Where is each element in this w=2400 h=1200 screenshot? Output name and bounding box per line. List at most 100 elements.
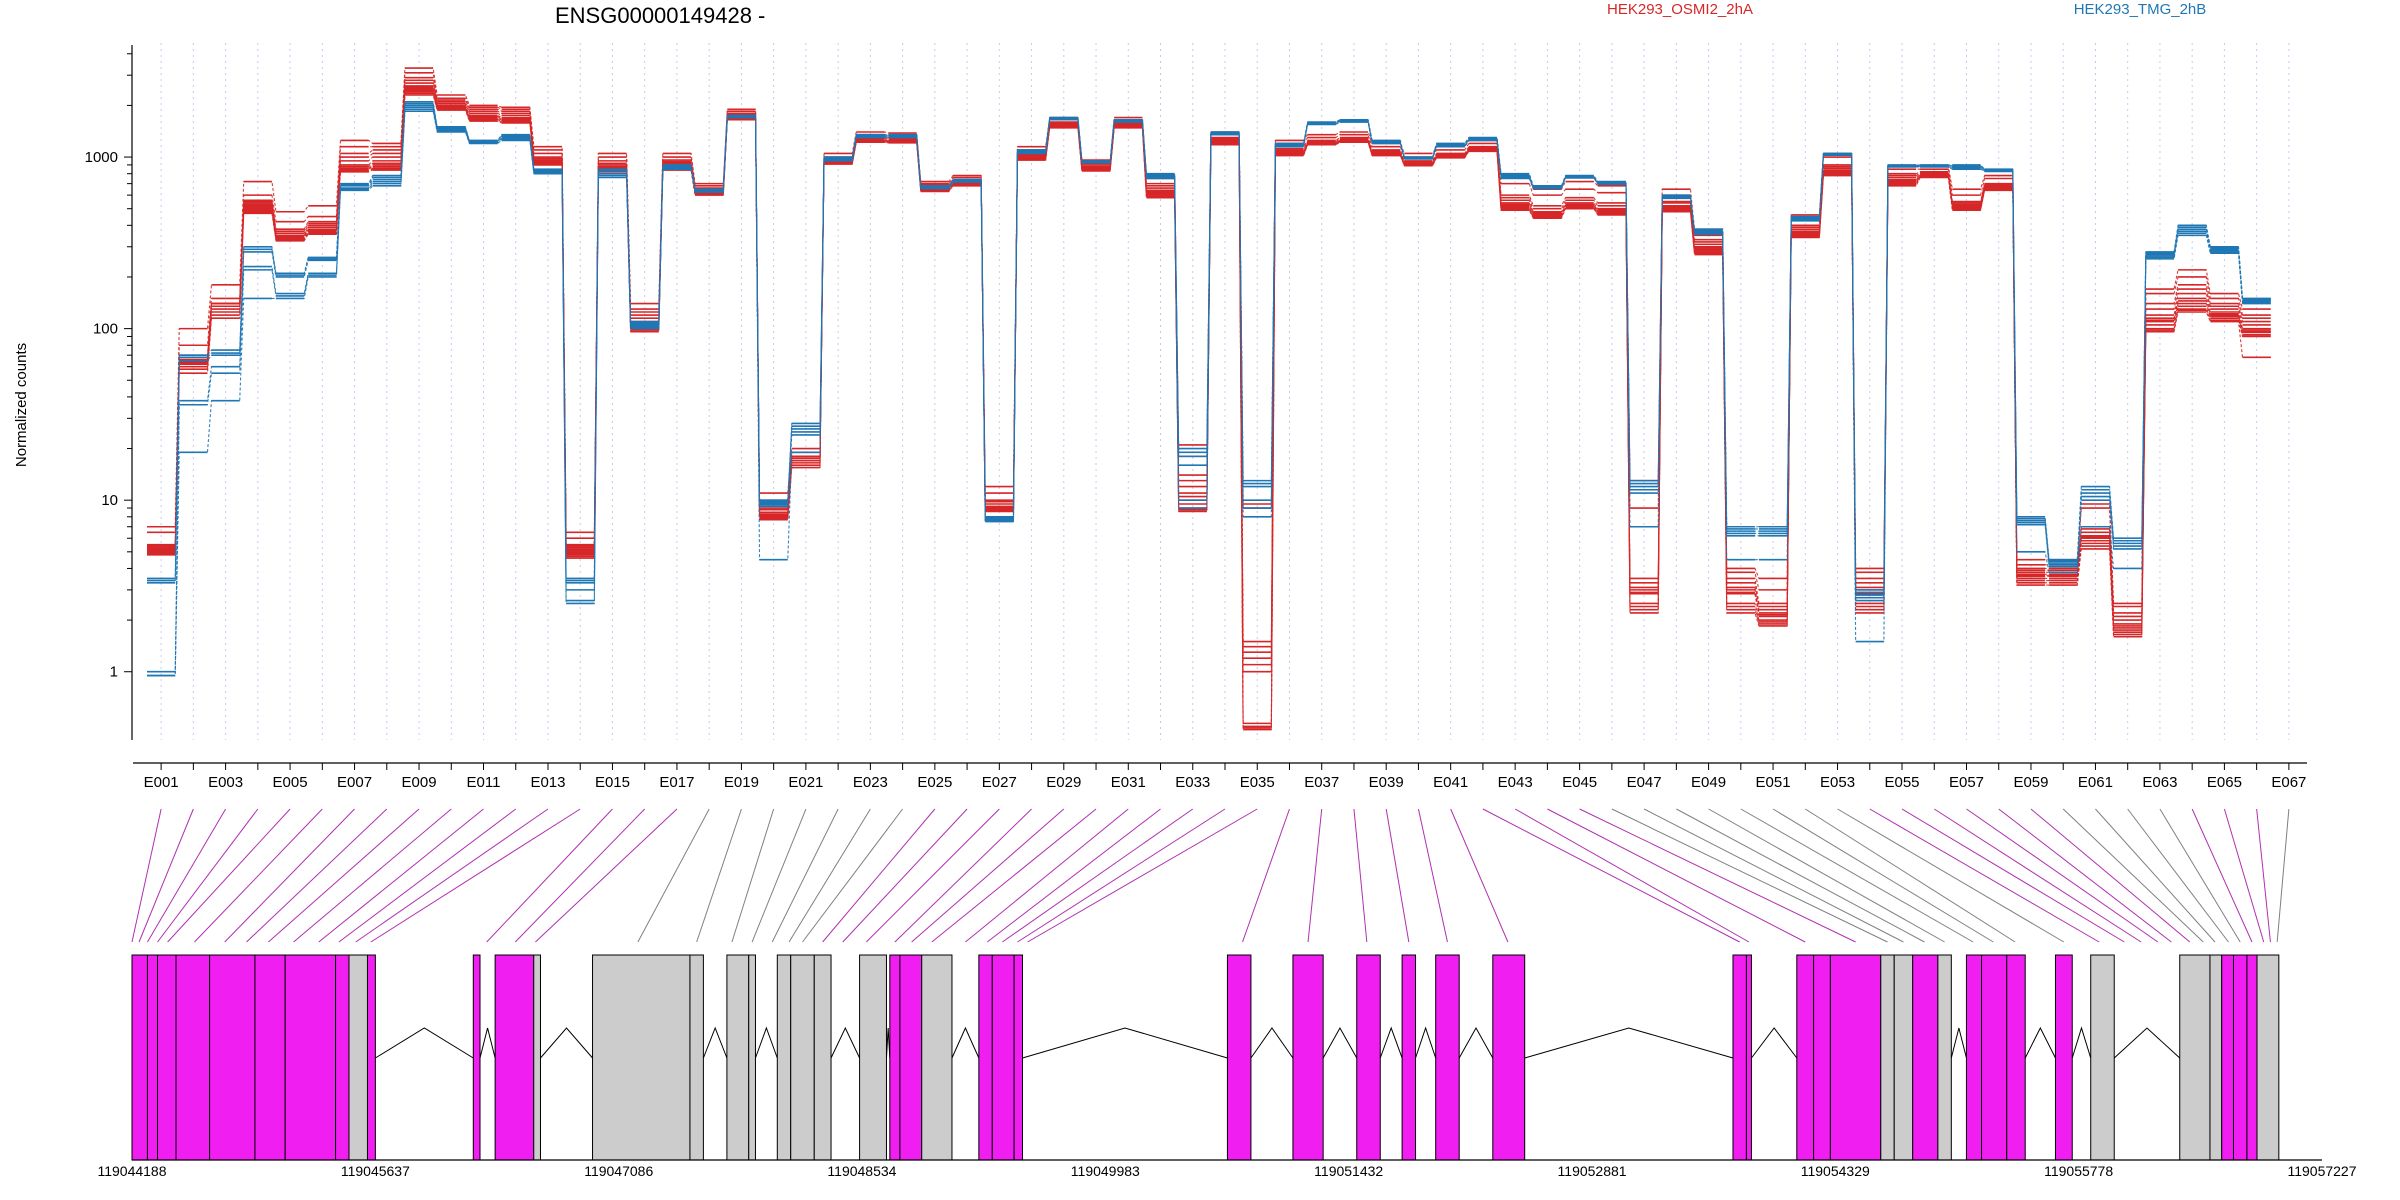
exon-connector — [802, 808, 904, 943]
exon-block — [146, 954, 159, 1161]
exon-block — [813, 954, 832, 1161]
exon-block — [1796, 954, 1815, 1161]
exon-gridlines — [160, 43, 2290, 740]
series-osmi-7 — [147, 87, 2271, 673]
exon-connector — [1547, 808, 1806, 943]
exon-block — [2090, 954, 2115, 1161]
exon-block — [1492, 954, 1526, 1161]
exon-connector — [1643, 808, 1904, 943]
exon-block — [2179, 954, 2211, 1161]
coord-label: 119045637 — [341, 1163, 410, 1179]
exon-block — [2054, 954, 2073, 1161]
intron-line — [1751, 1027, 1798, 1059]
series-line — [147, 86, 2271, 666]
coord-label: 119051432 — [1314, 1163, 1383, 1179]
exon-connector — [194, 808, 323, 943]
exon-connector — [1869, 808, 2100, 943]
series-osmi-6 — [147, 86, 2271, 666]
exon-block — [978, 954, 993, 1161]
legend-entry: HEK293_OSMI2_2hA — [1607, 1, 1753, 18]
x-tick-label: E015 — [595, 774, 630, 791]
exon-connector — [751, 808, 807, 943]
intron-line — [1022, 1027, 1228, 1059]
intron-line — [951, 1026, 980, 1059]
exon-connector — [2276, 808, 2290, 943]
exon-connector — [1579, 808, 1856, 943]
intron-line — [1250, 1027, 1294, 1059]
exon-connector — [911, 808, 1065, 943]
exon-connector — [1353, 808, 1368, 943]
series-line — [147, 106, 2271, 673]
x-tick-label: E059 — [2013, 774, 2048, 791]
exon-connector — [370, 808, 581, 943]
exon-block — [592, 954, 691, 1161]
exon-block — [889, 954, 901, 1161]
exon-block — [1813, 954, 1831, 1161]
exon-connector — [986, 808, 1161, 943]
exon-block — [2232, 954, 2248, 1161]
exon-connector — [1966, 808, 2159, 943]
exon-connector — [731, 808, 775, 943]
x-tick-label: E055 — [1884, 774, 1919, 791]
exon-block — [2256, 954, 2280, 1161]
exon-block — [284, 954, 337, 1161]
x-tick-label: E009 — [402, 774, 437, 791]
series-line — [147, 94, 2271, 731]
exon-block — [1226, 954, 1252, 1161]
coord-label: 119057227 — [2287, 1163, 2356, 1179]
exon-block — [1732, 954, 1747, 1161]
exon-connector — [338, 808, 517, 943]
exon-connector — [842, 808, 968, 943]
exon-connector — [865, 808, 1000, 943]
x-tick-label: E039 — [1369, 774, 1404, 791]
x-tick-label: E045 — [1562, 774, 1597, 791]
exon-connector-lines — [131, 808, 2290, 943]
exon-connector — [1837, 808, 2065, 943]
exon-connector — [894, 808, 1032, 943]
exon-connector — [1676, 808, 1925, 943]
coord-label: 119047086 — [584, 1163, 653, 1179]
x-tick-label: E021 — [788, 774, 823, 791]
intron-line — [540, 1027, 593, 1059]
exon-block — [921, 954, 953, 1161]
exon-block — [991, 954, 1015, 1161]
coord-label: 119048534 — [827, 1163, 896, 1179]
exon-block — [1013, 954, 1024, 1161]
x-tick-label: E019 — [724, 774, 759, 791]
x-tick-label: E067 — [2271, 774, 2306, 791]
coord-label: 119044188 — [97, 1163, 166, 1179]
exon-connector — [1450, 808, 1509, 943]
exon-block — [790, 954, 815, 1161]
exon-connector — [1933, 808, 2142, 943]
genome-coordinate-axis: 119044188 119045637 119047086 119048534 1190… — [97, 1159, 2357, 1179]
x-tick-label: E057 — [1949, 774, 1984, 791]
x-tick-label: E063 — [2142, 774, 2177, 791]
exon-block — [1965, 954, 1983, 1161]
x-tick-label: E031 — [1111, 774, 1146, 791]
x-tick-label: E061 — [2078, 774, 2113, 791]
exon-block — [859, 954, 887, 1161]
exon-connector — [2095, 808, 2216, 943]
exon-connector — [2191, 808, 2253, 943]
x-tick-label: E041 — [1433, 774, 1468, 791]
exon-block — [1401, 954, 1417, 1161]
series-tmg-15 — [147, 106, 2271, 673]
exon-connector — [355, 808, 549, 943]
exon-connector — [157, 808, 259, 943]
x-tick-label: E001 — [144, 774, 179, 791]
exon-connector — [1482, 808, 1740, 943]
exon-block — [2006, 954, 2026, 1161]
intron-line — [2071, 1026, 2092, 1059]
x-tick-label: E007 — [337, 774, 372, 791]
exon-block — [776, 954, 792, 1161]
exon-connector — [2030, 808, 2191, 943]
exon-block — [1829, 954, 1882, 1161]
coord-label: 119054329 — [1801, 1163, 1870, 1179]
exon-block — [533, 954, 541, 1161]
x-tick-label: E043 — [1498, 774, 1533, 791]
exon-connector — [788, 808, 871, 943]
exon-block — [899, 954, 923, 1161]
exon-connector — [1805, 808, 2016, 943]
coord-label: 119052881 — [1558, 1163, 1627, 1179]
exon-connector — [1002, 808, 1194, 943]
